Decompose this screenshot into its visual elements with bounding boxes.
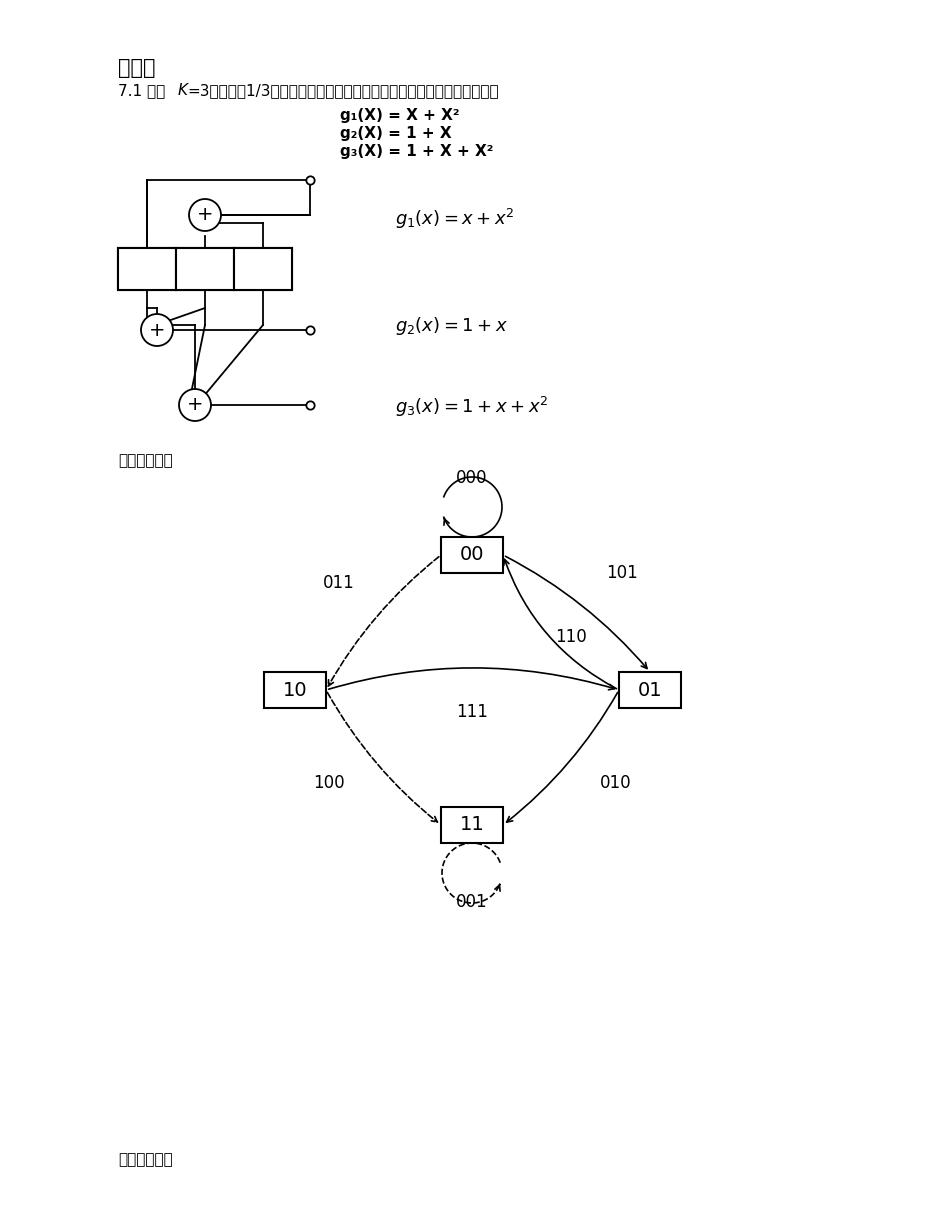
Bar [441,537,502,574]
Text: 100: 100 [312,773,344,791]
Text: +: + [196,205,213,225]
Text: 00: 00 [460,545,483,565]
Text: 第七章: 第七章 [118,57,156,78]
Bar [234,248,292,290]
Text: g₃(X) = 1 + X + X²: g₃(X) = 1 + X + X² [340,144,493,159]
Circle shape [178,389,211,421]
Text: $g_1(x) = x + x^2$: $g_1(x) = x + x^2$ [395,207,514,231]
Bar [263,671,326,708]
Text: 010: 010 [599,773,632,791]
Text: g₂(X) = 1 + X: g₂(X) = 1 + X [340,126,451,141]
Text: 110: 110 [554,629,586,647]
Text: 101: 101 [605,565,636,582]
Text: K: K [177,83,188,98]
Bar [176,248,234,290]
Bar [118,248,176,290]
Text: 01: 01 [637,680,662,700]
Text: 7.1 画出: 7.1 画出 [118,83,170,98]
Bar [441,807,502,843]
Text: 11: 11 [459,816,484,834]
Text: 111: 111 [456,703,488,722]
Bar [234,248,292,290]
Text: $g_2(x) = 1 + x$: $g_2(x) = 1 + x$ [395,316,508,338]
Text: 10: 10 [282,680,307,700]
Circle shape [141,314,173,346]
Bar [176,248,234,290]
Text: $g_3(x) = 1 + x + x^2$: $g_3(x) = 1 + x + x^2$ [395,395,548,419]
Text: 011: 011 [322,574,354,592]
Text: +: + [148,320,165,340]
Text: 000: 000 [456,468,487,487]
Bar [118,248,176,290]
Text: g₁(X) = X + X²: g₁(X) = X + X² [340,108,459,124]
Bar [618,671,681,708]
Text: 状态图如下：: 状态图如下： [118,453,173,468]
Circle shape [189,199,221,231]
Text: +: + [187,395,203,415]
Text: 001: 001 [456,893,487,911]
Text: 树状图如下：: 树状图如下： [118,1152,173,1167]
Text: =3，效率为1/3，生成多项式如下所示的编码状态图、树状图和网格图：: =3，效率为1/3，生成多项式如下所示的编码状态图、树状图和网格图： [187,83,498,98]
